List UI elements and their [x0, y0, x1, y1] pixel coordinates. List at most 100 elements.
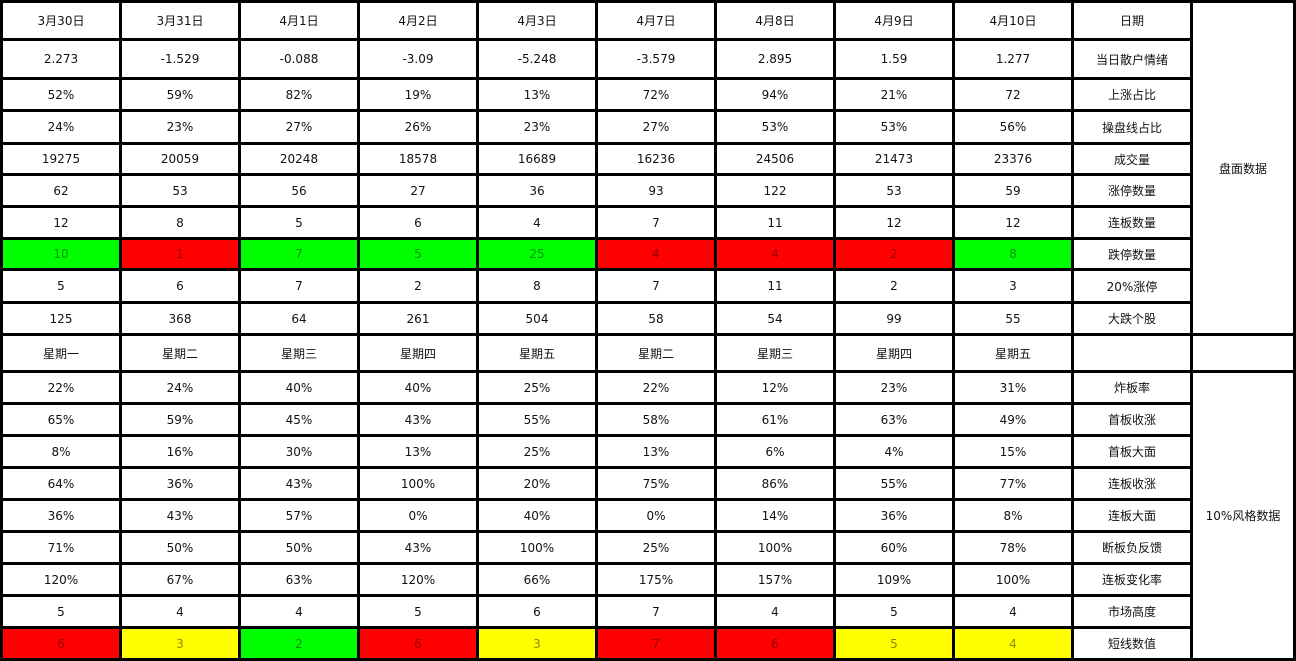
row-label[interactable]: 炸板率	[1071, 370, 1193, 405]
data-cell[interactable]: -5.248	[476, 38, 598, 80]
data-cell[interactable]: 100%	[714, 530, 836, 565]
data-cell[interactable]: 40%	[476, 498, 598, 533]
data-cell[interactable]: 43%	[357, 402, 479, 437]
data-cell[interactable]: 45%	[238, 402, 360, 437]
data-cell[interactable]: 16236	[595, 142, 717, 176]
data-cell[interactable]: 6	[476, 594, 598, 629]
data-cell[interactable]: 1.277	[952, 38, 1074, 80]
data-cell[interactable]: 65%	[0, 402, 122, 437]
data-cell[interactable]: 22%	[0, 370, 122, 405]
data-cell[interactable]: 56%	[952, 109, 1074, 145]
row-label[interactable]: 短线数值	[1071, 626, 1193, 661]
data-cell[interactable]: 36	[476, 173, 598, 208]
data-cell[interactable]: 100%	[357, 466, 479, 501]
data-cell[interactable]: 24%	[119, 370, 241, 405]
data-cell[interactable]: 4	[595, 237, 717, 271]
data-cell[interactable]: 4月10日	[952, 0, 1074, 41]
data-cell[interactable]: 4月7日	[595, 0, 717, 41]
data-cell[interactable]: 5	[357, 594, 479, 629]
data-cell[interactable]: 62	[0, 173, 122, 208]
data-cell[interactable]: 30%	[238, 434, 360, 469]
data-cell[interactable]: 16689	[476, 142, 598, 176]
data-cell[interactable]: 49%	[952, 402, 1074, 437]
data-cell[interactable]: 50%	[119, 530, 241, 565]
data-cell[interactable]: 21473	[833, 142, 955, 176]
data-cell[interactable]: 18578	[357, 142, 479, 176]
data-cell[interactable]: 43%	[119, 498, 241, 533]
data-cell[interactable]: 星期四	[357, 333, 479, 373]
data-cell[interactable]: 25%	[476, 370, 598, 405]
data-cell[interactable]: 40%	[238, 370, 360, 405]
data-cell[interactable]: 100%	[952, 562, 1074, 597]
row-label[interactable]: 操盘线占比	[1071, 109, 1193, 145]
data-cell[interactable]: -0.088	[238, 38, 360, 80]
data-cell[interactable]: 19275	[0, 142, 122, 176]
data-cell[interactable]: 12	[0, 205, 122, 240]
data-cell[interactable]: 1	[119, 237, 241, 271]
data-cell[interactable]: 53%	[833, 109, 955, 145]
data-cell[interactable]: 13%	[357, 434, 479, 469]
data-cell[interactable]: 53%	[714, 109, 836, 145]
data-cell[interactable]: 20059	[119, 142, 241, 176]
data-cell[interactable]: 11	[714, 205, 836, 240]
data-cell[interactable]: 99	[833, 301, 955, 336]
data-cell[interactable]: 5	[357, 237, 479, 271]
data-cell[interactable]: 157%	[714, 562, 836, 597]
data-cell[interactable]: -3.09	[357, 38, 479, 80]
data-cell[interactable]: 12%	[714, 370, 836, 405]
data-cell[interactable]: 26%	[357, 109, 479, 145]
data-cell[interactable]: 72%	[595, 77, 717, 112]
row-label[interactable]: 连板数量	[1071, 205, 1193, 240]
row-label[interactable]: 连板收涨	[1071, 466, 1193, 501]
row-label[interactable]: 连板变化率	[1071, 562, 1193, 597]
data-cell[interactable]: 星期二	[119, 333, 241, 373]
data-cell[interactable]: 5	[238, 205, 360, 240]
data-cell[interactable]: 55%	[833, 466, 955, 501]
data-cell[interactable]: 4	[238, 594, 360, 629]
data-cell[interactable]: 3月30日	[0, 0, 122, 41]
row-label[interactable]: 涨停数量	[1071, 173, 1193, 208]
data-cell[interactable]: 63%	[833, 402, 955, 437]
data-cell[interactable]: 1.59	[833, 38, 955, 80]
data-cell[interactable]: 7	[595, 205, 717, 240]
data-cell[interactable]: 24506	[714, 142, 836, 176]
data-cell[interactable]: 25%	[476, 434, 598, 469]
data-cell[interactable]: 2.895	[714, 38, 836, 80]
data-cell[interactable]: 50%	[238, 530, 360, 565]
data-cell[interactable]: 52%	[0, 77, 122, 112]
data-cell[interactable]: 3	[952, 268, 1074, 304]
data-cell[interactable]: 12	[952, 205, 1074, 240]
data-cell[interactable]: 75%	[595, 466, 717, 501]
data-cell[interactable]: 27	[357, 173, 479, 208]
data-cell[interactable]: 55%	[476, 402, 598, 437]
data-cell[interactable]: 7	[238, 268, 360, 304]
data-cell[interactable]: 27%	[238, 109, 360, 145]
data-cell[interactable]: 43%	[238, 466, 360, 501]
data-cell[interactable]: 4	[952, 626, 1074, 661]
data-cell[interactable]: 星期四	[833, 333, 955, 373]
data-cell[interactable]: 23%	[476, 109, 598, 145]
data-cell[interactable]: 4月1日	[238, 0, 360, 41]
data-cell[interactable]: 59	[952, 173, 1074, 208]
data-cell[interactable]: 21%	[833, 77, 955, 112]
data-cell[interactable]: 175%	[595, 562, 717, 597]
data-cell[interactable]: 6	[119, 268, 241, 304]
data-cell[interactable]: 6	[357, 626, 479, 661]
data-cell[interactable]: 36%	[833, 498, 955, 533]
data-cell[interactable]: 82%	[238, 77, 360, 112]
data-cell[interactable]: 61%	[714, 402, 836, 437]
data-cell[interactable]: 36%	[0, 498, 122, 533]
data-cell[interactable]: 55	[952, 301, 1074, 336]
data-cell[interactable]: 2.273	[0, 38, 122, 80]
data-cell[interactable]: 120%	[0, 562, 122, 597]
data-cell[interactable]: 19%	[357, 77, 479, 112]
data-cell[interactable]: 60%	[833, 530, 955, 565]
data-cell[interactable]: 4	[714, 237, 836, 271]
data-cell[interactable]: 53	[119, 173, 241, 208]
data-cell[interactable]: 58%	[595, 402, 717, 437]
data-cell[interactable]: 星期一	[0, 333, 122, 373]
data-cell[interactable]: 54	[714, 301, 836, 336]
data-cell[interactable]: 58	[595, 301, 717, 336]
data-cell[interactable]: 125	[0, 301, 122, 336]
data-cell[interactable]: 8%	[0, 434, 122, 469]
